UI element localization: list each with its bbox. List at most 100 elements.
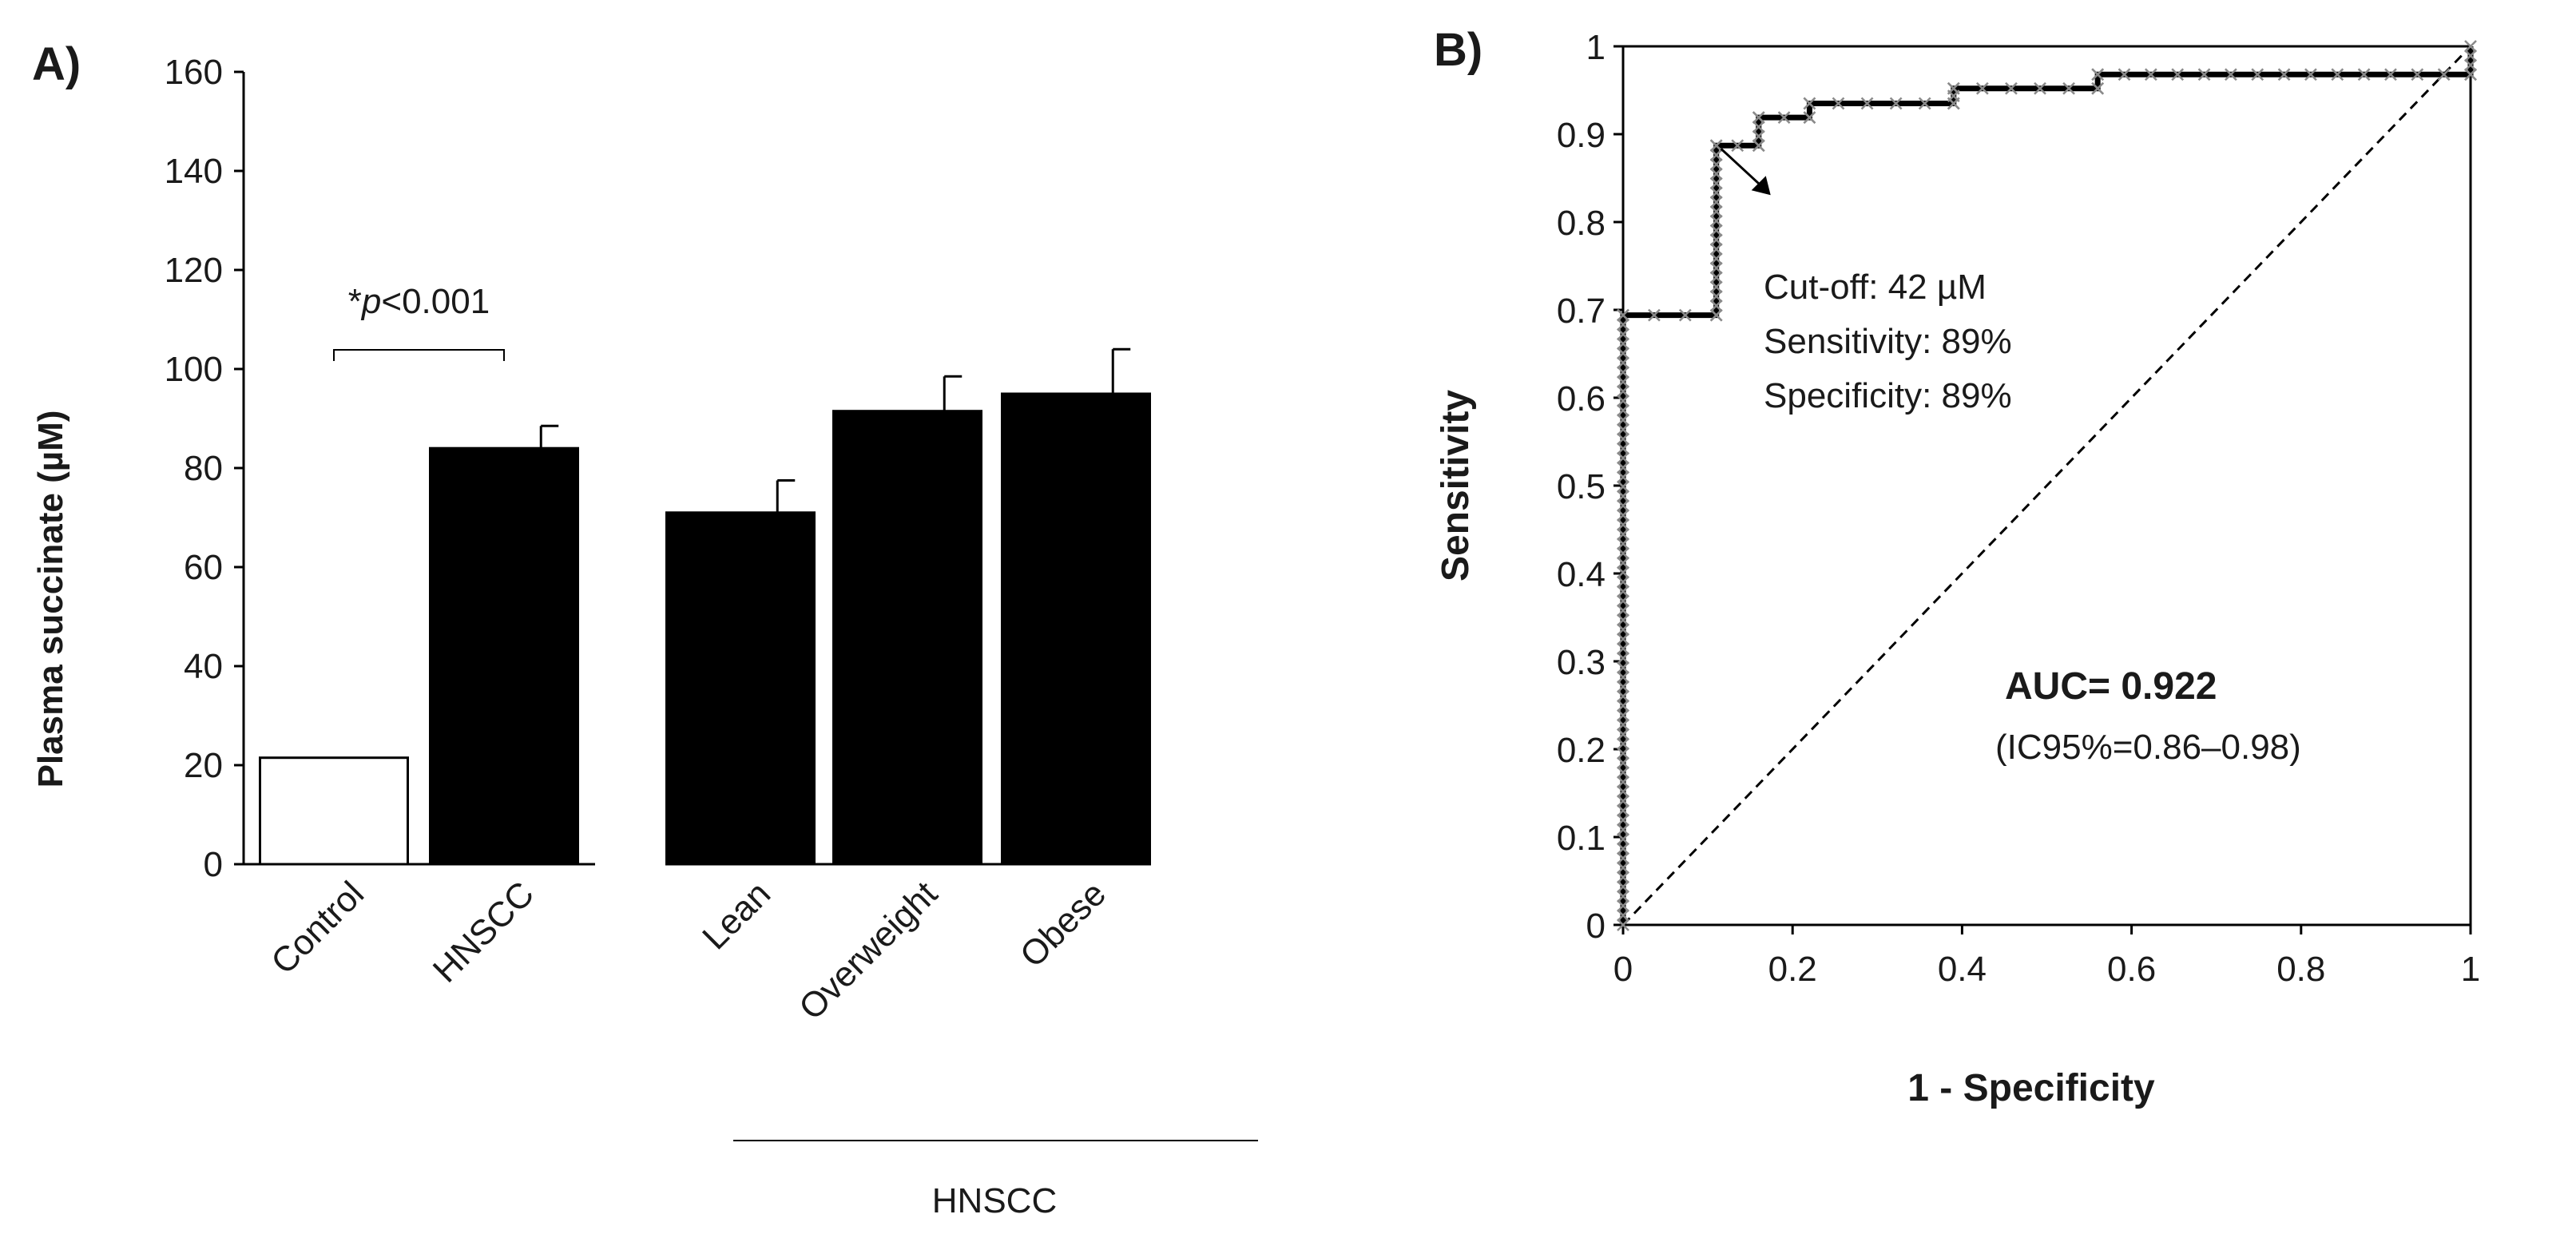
roc-marker <box>1617 670 1629 684</box>
roc-marker <box>1617 518 1629 531</box>
roc-marker <box>1709 186 1723 200</box>
roc-marker <box>1617 661 1629 674</box>
roc-marker <box>1617 375 1629 388</box>
y-tick-label: 80 <box>184 449 223 488</box>
roc-marker <box>1709 177 1723 190</box>
sensitivity-annotation: Sensitivity: 89% <box>1764 322 2012 361</box>
roc-marker <box>1752 120 1765 133</box>
roc-marker <box>1709 204 1723 218</box>
roc-marker <box>1617 318 1629 331</box>
roc-marker <box>1617 919 1629 931</box>
panel-b-ylabel: Sensitivity <box>1435 390 1477 581</box>
x-tick-label: Overweight <box>792 874 945 1027</box>
roc-marker <box>2091 68 2105 81</box>
roc-marker <box>1709 158 1723 171</box>
roc-marker <box>1617 823 1629 836</box>
roc-marker <box>1617 813 1629 827</box>
roc-marker <box>1709 196 1723 208</box>
roc-marker <box>2005 81 2018 95</box>
roc-marker <box>1617 708 1629 722</box>
roc-marker <box>2144 68 2157 81</box>
roc-marker <box>1752 129 1765 143</box>
roc-marker <box>1709 139 1723 153</box>
panel-a-ylabel: Plasma succinate (µM) <box>31 411 70 788</box>
roc-marker <box>1803 111 1816 124</box>
roc-marker <box>2251 68 2264 81</box>
roc-marker <box>1803 97 1816 110</box>
roc-marker <box>2091 81 2105 95</box>
roc-marker <box>1731 139 1744 153</box>
roc-marker <box>1617 756 1629 770</box>
roc-marker <box>1947 81 1960 95</box>
x-tick-label: 1 <box>2461 950 2480 989</box>
roc-marker <box>1617 652 1629 665</box>
roc-marker <box>2464 49 2477 62</box>
y-tick-label: 120 <box>165 251 223 290</box>
sig-value: <0.001 <box>381 282 490 321</box>
roc-marker <box>1709 299 1723 312</box>
y-tick-label: 0.1 <box>1557 819 1606 858</box>
roc-marker <box>1617 795 1629 807</box>
bar <box>429 446 579 866</box>
x-tick-label: Obese <box>1013 874 1113 974</box>
roc-marker <box>1617 308 1629 322</box>
roc-marker <box>1617 909 1629 922</box>
roc-marker <box>1678 308 1692 322</box>
roc-marker <box>1617 689 1629 703</box>
roc-marker <box>1617 851 1629 865</box>
roc-marker <box>2437 68 2451 81</box>
roc-marker <box>1617 604 1629 617</box>
roc-marker <box>1860 97 1874 110</box>
roc-marker <box>1617 594 1629 608</box>
roc-marker <box>1617 356 1629 370</box>
y-tick-label: 100 <box>165 350 223 389</box>
roc-marker <box>1617 442 1629 455</box>
sig-prefix: * <box>348 282 362 321</box>
y-tick-label: 0.9 <box>1557 116 1606 155</box>
bar <box>1001 392 1151 866</box>
roc-marker <box>1752 139 1765 153</box>
roc-marker <box>1617 461 1629 474</box>
y-tick-label: 60 <box>184 548 223 587</box>
roc-marker <box>1617 718 1629 732</box>
auc-annotation: AUC= 0.922 <box>2005 665 2217 708</box>
x-tick-label: HNSCC <box>426 874 542 990</box>
x-tick-label: Lean <box>695 874 778 957</box>
roc-marker <box>1617 633 1629 646</box>
roc-marker <box>1617 623 1629 637</box>
y-tick-label: 1 <box>1586 28 1606 67</box>
y-tick-label: 40 <box>184 647 223 686</box>
roc-marker <box>2062 81 2075 95</box>
roc-marker <box>1617 880 1629 894</box>
y-tick-label: 20 <box>184 746 223 785</box>
panel-b-xlabel: 1 - Specificity <box>1907 1067 2155 1109</box>
roc-marker <box>1709 280 1723 294</box>
roc-marker <box>1617 680 1629 693</box>
roc-marker <box>1617 747 1629 760</box>
panel-a-plot: 0 20 40 60 80 100 120 140 160 Control HNSCC Lean Ove… <box>165 53 1258 1220</box>
roc-marker <box>1777 111 1791 124</box>
roc-marker <box>1617 832 1629 846</box>
y-tick-label: 160 <box>165 53 223 92</box>
x-tick-label: 0.8 <box>2276 950 2325 989</box>
roc-marker <box>1617 480 1629 494</box>
roc-marker <box>2197 68 2211 81</box>
roc-marker <box>1617 499 1629 513</box>
roc-marker <box>1617 842 1629 855</box>
significance-label: *p<0.001 <box>348 282 490 321</box>
roc-marker <box>1617 528 1629 541</box>
roc-marker <box>1617 766 1629 780</box>
roc-marker <box>2357 68 2371 81</box>
bar <box>665 511 816 866</box>
roc-marker <box>1617 403 1629 417</box>
y-tick-label: 0.3 <box>1557 643 1606 682</box>
roc-marker <box>2384 68 2397 81</box>
group-label: HNSCC <box>932 1181 1057 1220</box>
y-tick-label: 0.6 <box>1557 379 1606 419</box>
roc-marker <box>1617 423 1629 436</box>
specificity-annotation: Specificity: 89% <box>1764 376 2012 415</box>
roc-marker <box>1617 642 1629 655</box>
cutoff-arrow-head <box>1751 176 1771 196</box>
x-tick-label: 0.2 <box>1768 950 1817 989</box>
y-tick-label: 0.5 <box>1557 467 1606 506</box>
